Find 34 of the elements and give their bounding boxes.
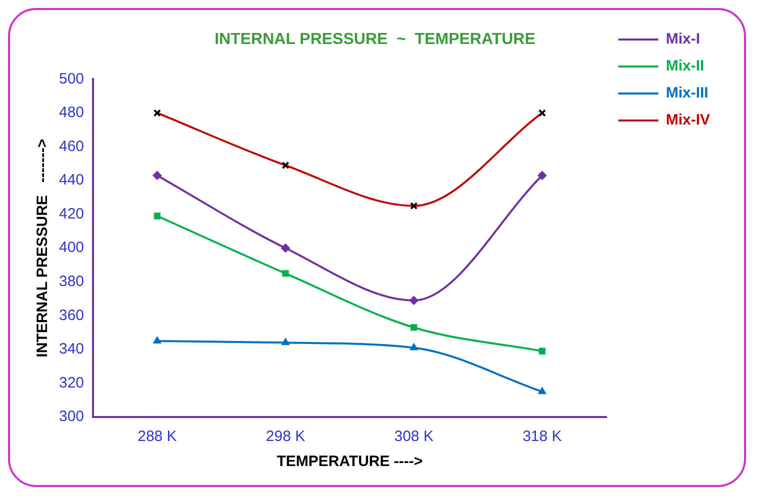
x-tick-label: 288 K: [138, 428, 177, 446]
y-tick-label: 320: [58, 374, 84, 392]
y-tick-label: 440: [58, 172, 84, 189]
legend-label: Mix-II: [666, 58, 704, 75]
x-axis-title: TEMPERATURE ---->: [276, 453, 423, 470]
point: [410, 324, 418, 331]
point: [282, 270, 289, 277]
x-tick-label: 318 K: [522, 428, 562, 446]
point: [538, 387, 546, 394]
chart-title: INTERNAL PRESSURE ~ TEMPERATURE: [214, 31, 536, 48]
point: [410, 343, 418, 350]
y-tick-label: 380: [58, 273, 84, 290]
y-tick-label: 460: [58, 138, 84, 155]
point: [281, 244, 290, 253]
point: [538, 348, 546, 354]
y-tick-label: 340: [58, 340, 84, 358]
y-tick-label: 400: [58, 239, 84, 256]
y-tick-label: 360: [58, 306, 84, 324]
x-tick-label: 298 K: [266, 428, 306, 446]
y-tick-label: 420: [58, 205, 84, 222]
point: [154, 212, 161, 220]
point: [153, 336, 162, 344]
y-tick-label: 480: [58, 104, 84, 122]
point: [152, 170, 162, 180]
point: [282, 338, 290, 346]
legend-label: Mix-I: [666, 30, 700, 48]
y-tick-label: 500: [58, 70, 84, 88]
point: [538, 170, 547, 180]
x-tick-label: 308 K: [394, 428, 434, 446]
y-tick-label: 300: [58, 408, 84, 426]
y-axis-title: INTERNAL PRESSURE ------->: [34, 138, 52, 358]
point: [409, 296, 418, 305]
legend-label: Mix-III: [666, 84, 708, 102]
legend-label: Mix-IV: [666, 112, 710, 129]
